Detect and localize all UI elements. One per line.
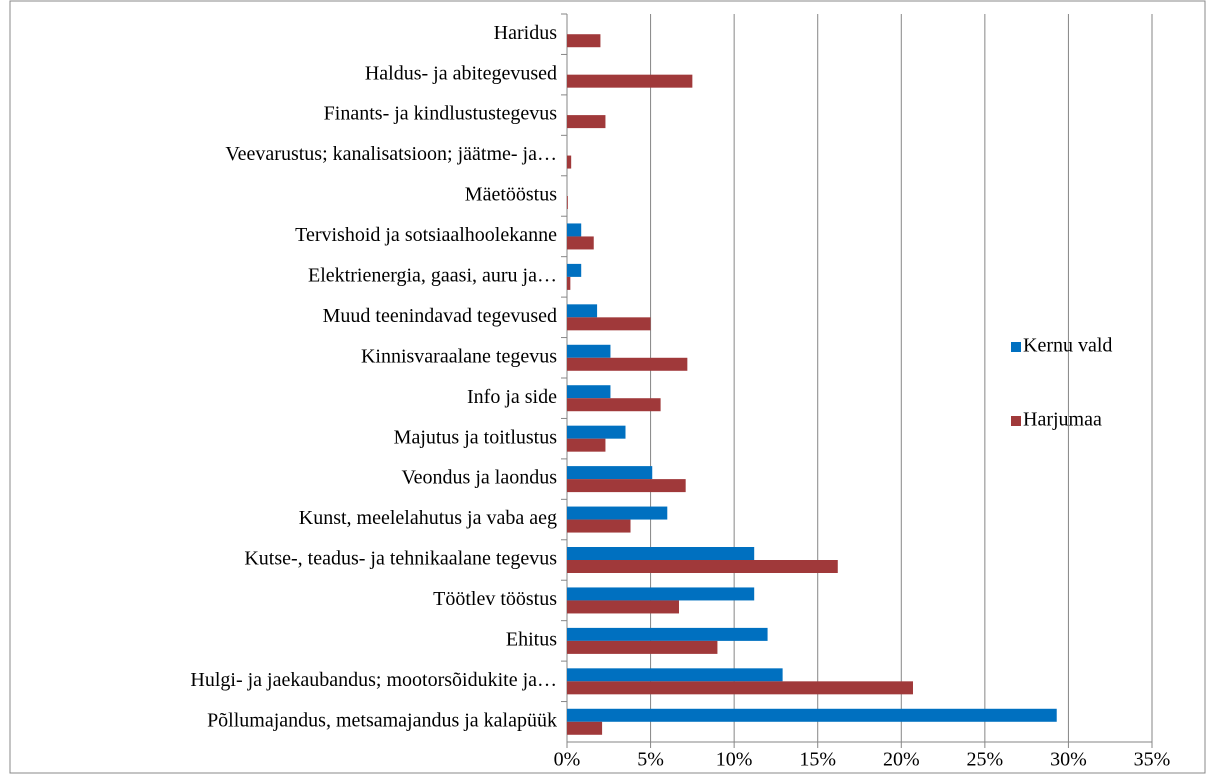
bar	[567, 223, 582, 237]
bar	[567, 547, 755, 560]
x-tick-label: 15%	[799, 749, 836, 771]
y-tick-label: Kutse-, teadus- ja tehnikaalane tegevus	[244, 548, 557, 570]
y-tick-label: Info ja side	[467, 386, 557, 408]
bar	[567, 587, 755, 601]
bar	[567, 466, 653, 480]
y-tick-label: Kinnisvaraalane tegevus	[361, 345, 557, 367]
bar	[567, 34, 601, 48]
y-tick-label: Veondus ja laondus	[401, 467, 557, 489]
x-tick-label: 0%	[554, 749, 581, 771]
bar	[567, 708, 1057, 722]
x-tick-label: 20%	[883, 749, 920, 771]
bar	[567, 263, 582, 277]
bar	[567, 304, 598, 318]
chart-border	[9, 0, 1206, 774]
bar	[567, 344, 611, 358]
bar	[567, 385, 611, 399]
bar	[567, 155, 572, 169]
bar	[567, 236, 594, 250]
bar	[567, 196, 568, 209]
y-tick-label: Finants- ja kindlustustegevus	[324, 103, 558, 125]
y-tick-label: Põllumajandus, metsamajandus ja kalapüük	[207, 709, 557, 731]
bar	[567, 627, 768, 641]
y-tick-label: Töötlev tööstus	[433, 588, 557, 610]
bar	[567, 681, 913, 695]
bar	[567, 438, 606, 452]
bar	[567, 560, 838, 573]
bar	[567, 640, 718, 654]
y-tick-label: Muud teenindavad tegevused	[323, 305, 557, 327]
bar	[567, 479, 686, 493]
x-tick-label: 30%	[1050, 749, 1087, 771]
legend-label: Harjumaa	[1023, 409, 1102, 431]
y-tick-label: Haldus- ja abitegevused	[365, 62, 557, 84]
bar	[567, 317, 651, 331]
bar	[567, 506, 668, 520]
y-tick-label: Haridus	[494, 22, 558, 44]
y-tick-label: Elektrienergia, gaasi, auru ja…	[308, 264, 557, 286]
y-tick-label: Tervishoid ja sotsiaalhoolekanne	[295, 224, 557, 246]
legend-swatch	[1011, 342, 1021, 352]
bar	[567, 668, 783, 682]
y-tick-label: Majutus ja toitlustus	[394, 426, 558, 448]
bar	[567, 357, 688, 371]
x-tick-label: 5%	[637, 749, 664, 771]
y-tick-label: Hulgi- ja jaekaubandus; mootorsõidukite …	[190, 669, 557, 691]
bar	[567, 721, 603, 735]
bar	[567, 115, 606, 129]
y-tick-label: Ehitus	[506, 628, 557, 650]
bar	[567, 276, 571, 290]
bar	[567, 398, 661, 412]
legend-swatch	[1011, 416, 1021, 426]
bar	[567, 74, 693, 88]
x-tick-label: 10%	[716, 749, 753, 771]
bar	[567, 600, 679, 614]
bar	[567, 425, 626, 439]
bar	[567, 519, 631, 533]
y-tick-label: Mäetööstus	[465, 184, 557, 206]
y-tick-label: Kunst, meelelahutus ja vaba aeg	[299, 507, 557, 529]
x-tick-label: 35%	[1134, 749, 1171, 771]
x-tick-label: 25%	[967, 749, 1004, 771]
y-tick-label: Veevarustus; kanalisatsioon; jäätme- ja…	[225, 143, 557, 165]
legend-label: Kernu vald	[1023, 335, 1112, 357]
